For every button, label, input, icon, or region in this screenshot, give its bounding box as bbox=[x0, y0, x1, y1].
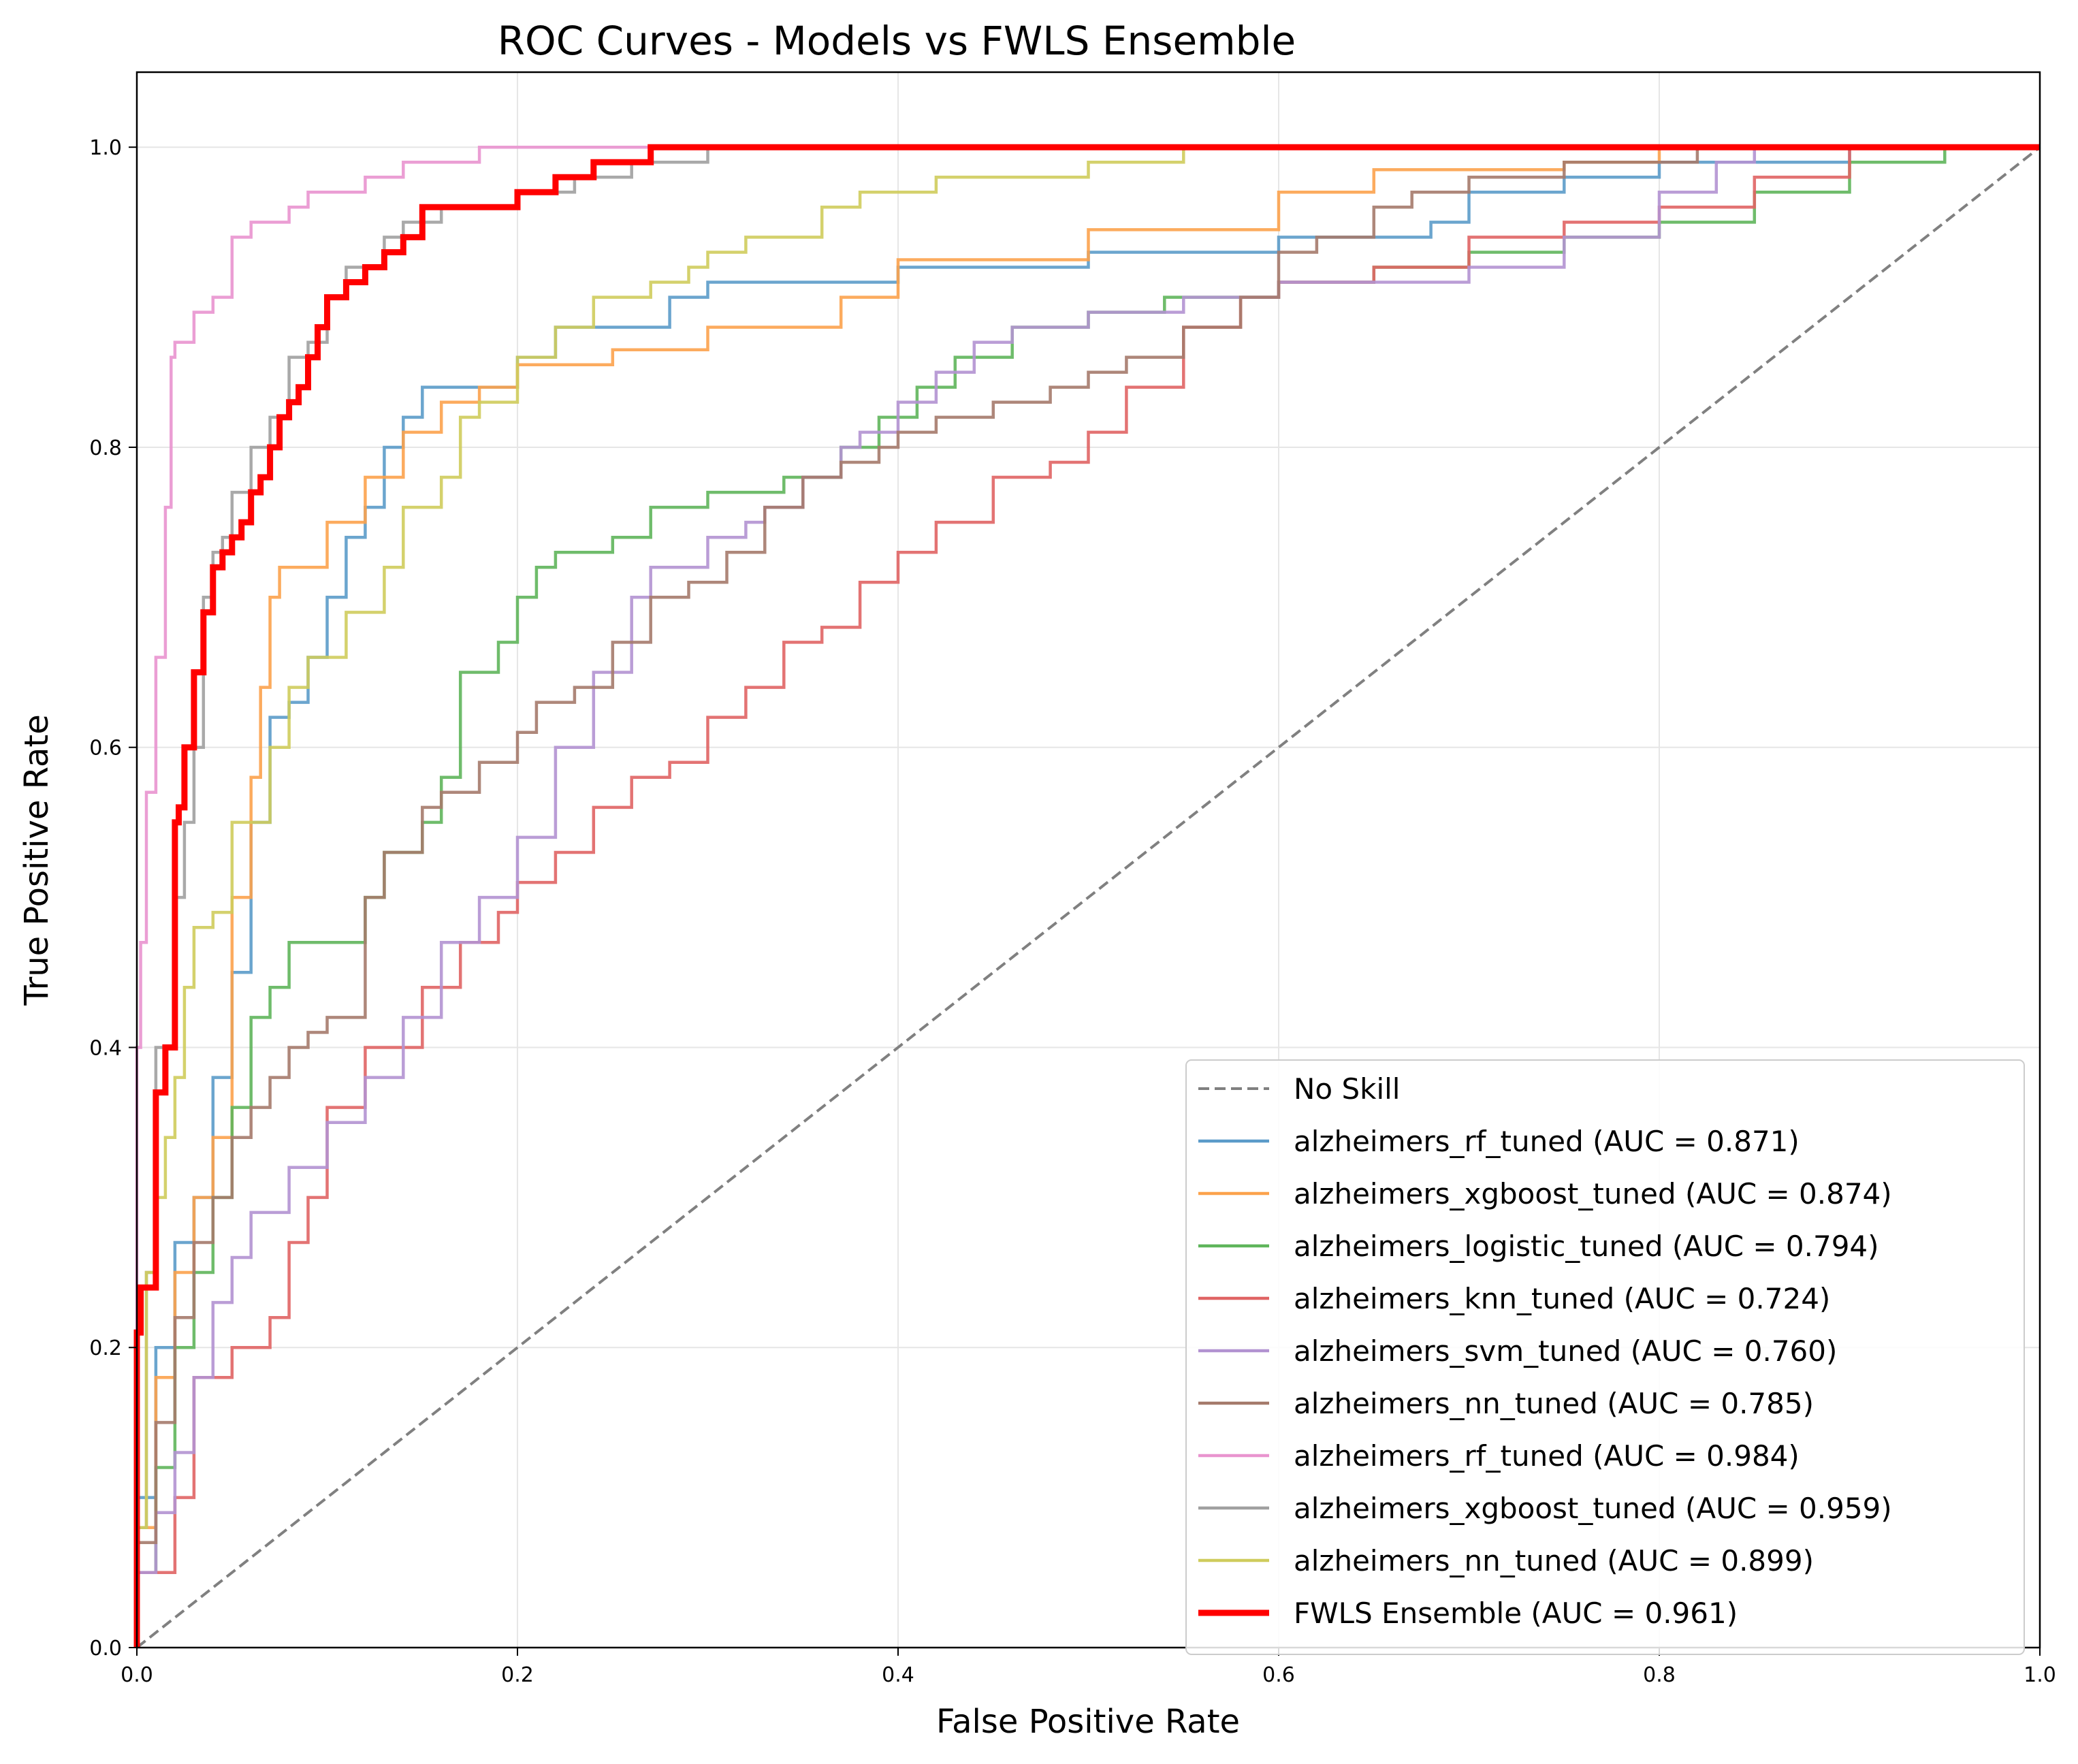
x-axis-label: False Positive Rate bbox=[936, 1703, 1240, 1741]
legend-label: alzheimers_xgboost_tuned (AUC = 0.874) bbox=[1294, 1177, 1892, 1210]
series-line-10 bbox=[133, 144, 2040, 1648]
x-tick-label: 0.6 bbox=[1262, 1663, 1295, 1687]
legend-label: alzheimers_rf_tuned (AUC = 0.871) bbox=[1294, 1125, 1800, 1158]
legend-label: alzheimers_knn_tuned (AUC = 0.724) bbox=[1294, 1282, 1830, 1315]
legend-label: alzheimers_nn_tuned (AUC = 0.785) bbox=[1294, 1387, 1814, 1420]
y-tick-label: 0.4 bbox=[89, 1036, 122, 1060]
series-line-2 bbox=[135, 145, 2040, 1648]
x-tick-label: 0.8 bbox=[1643, 1663, 1676, 1687]
legend-label: alzheimers_nn_tuned (AUC = 0.899) bbox=[1294, 1544, 1814, 1577]
legend-label: alzheimers_rf_tuned (AUC = 0.984) bbox=[1294, 1439, 1800, 1473]
x-tick-label: 0.4 bbox=[882, 1663, 914, 1687]
axis-ticks: 0.0 0.2 0.4 0.6 0.8 1.0 0.0 0.2 0.4 0.6 0.8 1.0 bbox=[89, 136, 2056, 1687]
legend-label: alzheimers_svm_tuned (AUC = 0.760) bbox=[1294, 1334, 1837, 1368]
y-tick-label: 0.2 bbox=[89, 1336, 122, 1360]
y-tick-label: 0.8 bbox=[89, 436, 122, 460]
series-line-9 bbox=[135, 145, 2040, 1648]
legend-label: FWLS Ensemble (AUC = 0.961) bbox=[1294, 1597, 1738, 1630]
legend: No Skill alzheimers_rf_tuned (AUC = 0.871… bbox=[1185, 1059, 2025, 1655]
series-line-6 bbox=[135, 145, 2040, 1648]
y-tick-label: 0.0 bbox=[89, 1637, 122, 1661]
series-lines bbox=[133, 144, 2041, 1649]
x-tick-label: 0.2 bbox=[501, 1663, 534, 1687]
series-line-0 bbox=[135, 146, 2041, 1649]
series-line-7 bbox=[135, 145, 2040, 1648]
legend-box bbox=[1185, 1059, 2025, 1655]
x-tick-label: 1.0 bbox=[2024, 1663, 2056, 1687]
x-tick-label: 0.0 bbox=[121, 1663, 153, 1687]
chart-title: ROC Curves - Models vs FWLS Ensemble bbox=[498, 18, 1296, 64]
legend-label: No Skill bbox=[1294, 1072, 1400, 1106]
y-tick-label: 0.6 bbox=[89, 737, 122, 760]
legend-label: alzheimers_xgboost_tuned (AUC = 0.959) bbox=[1294, 1492, 1892, 1525]
y-tick-label: 1.0 bbox=[89, 136, 122, 160]
legend-label: alzheimers_logistic_tuned (AUC = 0.794) bbox=[1294, 1230, 1879, 1263]
y-axis-label: True Positive Rate bbox=[18, 714, 56, 1006]
plot-area-frame bbox=[135, 71, 2041, 1649]
